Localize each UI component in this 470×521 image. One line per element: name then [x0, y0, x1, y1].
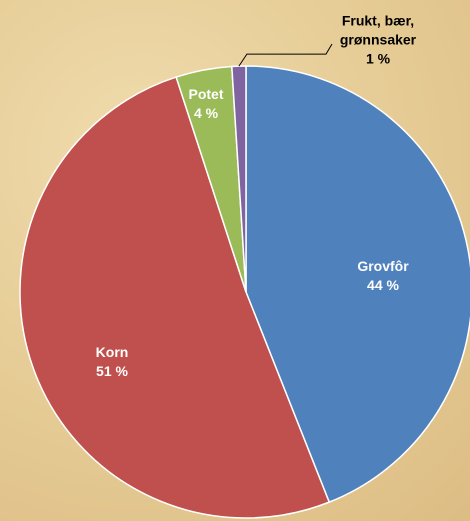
pie-slice [245, 65, 470, 504]
slice-label: Potet 4 % [189, 85, 224, 123]
slice-label: Frukt, bær, grønnsaker 1 % [328, 12, 428, 69]
slice-value: 44 % [367, 277, 399, 293]
slice-value: 1 % [365, 50, 391, 67]
slice-name: Potet [188, 86, 224, 102]
slice-name: Grovfôr [357, 258, 409, 274]
slice-label: Korn 51 % [96, 343, 129, 381]
slice-label: Grovfôr 44 % [357, 257, 408, 295]
slice-name: Frukt, bær, grønnsaker [339, 12, 417, 48]
slice-name: Korn [95, 344, 129, 360]
pie-slice [19, 76, 331, 519]
pie-slice [231, 65, 247, 293]
slice-value: 4 % [193, 105, 219, 121]
slice-value: 51 % [96, 363, 128, 379]
leader-line [238, 43, 333, 67]
